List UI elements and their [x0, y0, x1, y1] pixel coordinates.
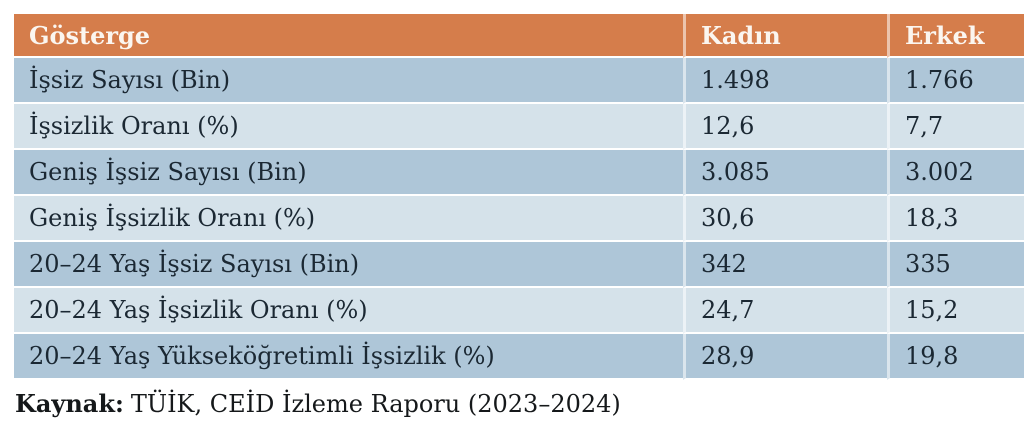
- cell-erkek-value: 3.002: [887, 150, 1024, 196]
- unemployment-table: Gösterge Kadın Erkek İşsiz Sayısı (Bin) …: [14, 14, 1024, 380]
- source-note-label: Kaynak:: [15, 389, 124, 418]
- cell-indicator: İşsizlik Oranı (%): [14, 104, 683, 150]
- cell-indicator: Geniş İşsiz Sayısı (Bin): [14, 150, 683, 196]
- cell-erkek-value: 335: [887, 242, 1024, 288]
- table-row: 20–24 Yaş İşsiz Sayısı (Bin) 342 335: [14, 242, 1024, 288]
- cell-kadin-value: 30,6: [683, 196, 887, 242]
- cell-indicator: 20–24 Yaş İşsizlik Oranı (%): [14, 288, 683, 334]
- cell-erkek-value: 7,7: [887, 104, 1024, 150]
- source-note: Kaynak: TÜİK, CEİD İzleme Raporu (2023–20…: [15, 389, 621, 418]
- table-row: Geniş İşsiz Sayısı (Bin) 3.085 3.002: [14, 150, 1024, 196]
- table-row: İşsiz Sayısı (Bin) 1.498 1.766: [14, 58, 1024, 104]
- cell-erkek-value: 19,8: [887, 334, 1024, 380]
- column-header-erkek: Erkek: [887, 14, 1024, 58]
- cell-kadin-value: 12,6: [683, 104, 887, 150]
- cell-kadin-value: 1.498: [683, 58, 887, 104]
- cell-erkek-value: 15,2: [887, 288, 1024, 334]
- table-row: Geniş İşsizlik Oranı (%) 30,6 18,3: [14, 196, 1024, 242]
- cell-kadin-value: 24,7: [683, 288, 887, 334]
- table-row: İşsizlik Oranı (%) 12,6 7,7: [14, 104, 1024, 150]
- cell-kadin-value: 342: [683, 242, 887, 288]
- cell-indicator: Geniş İşsizlik Oranı (%): [14, 196, 683, 242]
- table-row: 20–24 Yaş Yükseköğretimli İşsizlik (%) 2…: [14, 334, 1024, 380]
- cell-erkek-value: 18,3: [887, 196, 1024, 242]
- cell-indicator: 20–24 Yaş İşsiz Sayısı (Bin): [14, 242, 683, 288]
- cell-indicator: 20–24 Yaş Yükseköğretimli İşsizlik (%): [14, 334, 683, 380]
- column-header-gosterge: Gösterge: [14, 14, 683, 58]
- table-header-row: Gösterge Kadın Erkek: [14, 14, 1024, 58]
- cell-indicator: İşsiz Sayısı (Bin): [14, 58, 683, 104]
- cell-erkek-value: 1.766: [887, 58, 1024, 104]
- cell-kadin-value: 3.085: [683, 150, 887, 196]
- table-row: 20–24 Yaş İşsizlik Oranı (%) 24,7 15,2: [14, 288, 1024, 334]
- cell-kadin-value: 28,9: [683, 334, 887, 380]
- source-note-text: TÜİK, CEİD İzleme Raporu (2023–2024): [130, 390, 621, 418]
- column-header-kadin: Kadın: [683, 14, 887, 58]
